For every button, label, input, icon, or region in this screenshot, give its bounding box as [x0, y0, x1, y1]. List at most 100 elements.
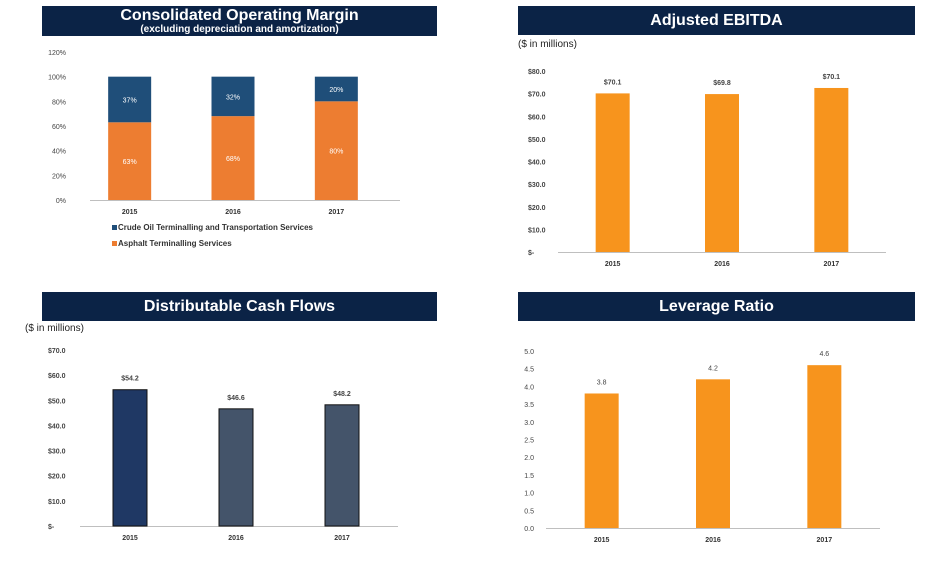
- x-tick-label: 2017: [334, 535, 350, 542]
- bar-crude: [108, 76, 152, 123]
- data-label: 4.2: [708, 365, 718, 372]
- y-tick-label: $60.0: [48, 373, 66, 380]
- y-tick-label: 40%: [52, 149, 66, 156]
- y-tick-label: $70.0: [48, 348, 66, 355]
- y-tick-label: 0%: [56, 198, 66, 205]
- y-tick-label: 4.0: [524, 384, 534, 391]
- data-label: 20%: [329, 87, 343, 94]
- y-tick-label: 1.5: [524, 473, 534, 480]
- x-tick-label: 2016: [228, 535, 244, 542]
- leverage-chart: 0.0 0.5 1.0 1.5 2.0 2.5 3.0 3.5 4.0 4.5 5.0 3.8 2015…: [524, 349, 880, 544]
- y-tick-label: 5.0: [524, 349, 534, 356]
- y-tick-label: $80.0: [528, 69, 546, 76]
- bar-crude: [314, 76, 358, 102]
- x-tick-label: 2016: [705, 537, 721, 544]
- data-label: 63%: [123, 159, 137, 166]
- y-tick-label: $40.0: [48, 423, 66, 430]
- bar: [595, 93, 630, 253]
- y-tick-label: 3.0: [524, 420, 534, 427]
- y-tick-label: $50.0: [48, 398, 66, 405]
- y-tick-label: $40.0: [528, 160, 546, 167]
- data-label: 4.6: [819, 351, 829, 358]
- y-tick-label: 20%: [52, 173, 66, 180]
- ebitda-panel: Adjusted EBITDA ($ in millions) $- $10.0 $…: [518, 6, 915, 276]
- y-tick-label: $70.0: [528, 92, 546, 99]
- bar: [807, 365, 842, 528]
- x-tick-label: 2017: [329, 209, 345, 216]
- y-tick-label: 0.0: [524, 526, 534, 533]
- dcf-panel: Distributable Cash Flows $- $10.0 $20.0 $30…: [42, 292, 437, 557]
- data-label: $48.2: [333, 391, 351, 398]
- margin-chart: 0% 20% 40% 60% 80% 100% 120% 63% 37% 2015 68% 32% 20…: [48, 50, 400, 248]
- dcf-header: Distributable Cash Flows: [42, 292, 437, 321]
- data-label: 80%: [329, 149, 343, 156]
- y-tick-label: $30.0: [48, 449, 66, 456]
- bar-asphalt: [108, 122, 152, 200]
- leverage-title: Leverage Ratio: [659, 298, 774, 315]
- legend-swatch: [112, 241, 117, 246]
- bar: [705, 94, 739, 252]
- y-tick-label: $20.0: [48, 474, 66, 481]
- x-tick-label: 2017: [817, 537, 833, 544]
- bar: [814, 87, 849, 252]
- margin-panel: Consolidated Operating Margin (excluding…: [42, 6, 437, 276]
- x-tick-label: 2015: [122, 535, 138, 542]
- dcf-units: ($ in millions): [25, 323, 84, 334]
- legend-label: Asphalt Terminalling Services: [118, 239, 232, 248]
- data-label: 68%: [226, 156, 240, 163]
- bar-crude: [211, 76, 255, 117]
- bar: [218, 408, 254, 527]
- y-tick-label: $-: [528, 250, 535, 257]
- y-tick-label: $-: [48, 524, 55, 531]
- y-tick-label: 60%: [52, 124, 66, 131]
- ebitda-chart: $- $10.0 $20.0 $30.0 $40.0 $50.0 $60.0 $70.0 $80…: [528, 69, 886, 268]
- y-tick-label: 4.5: [524, 367, 534, 374]
- data-label: 3.8: [597, 379, 607, 386]
- y-tick-label: 2.0: [524, 455, 534, 462]
- y-tick-label: $50.0: [528, 137, 546, 144]
- data-label: $70.1: [604, 79, 622, 86]
- y-tick-label: $30.0: [528, 182, 546, 189]
- bar: [696, 379, 730, 528]
- legend-label: Crude Oil Terminalling and Transportatio…: [118, 223, 314, 232]
- y-tick-label: 1.0: [524, 491, 534, 498]
- bar-asphalt: [211, 116, 255, 200]
- leverage-header: Leverage Ratio: [518, 292, 915, 321]
- y-tick-label: $10.0: [528, 227, 546, 234]
- x-tick-label: 2015: [605, 261, 621, 268]
- data-label: $70.1: [823, 74, 841, 81]
- x-tick-label: 2016: [225, 209, 241, 216]
- y-tick-label: 100%: [48, 75, 66, 82]
- dcf-title: Distributable Cash Flows: [143, 298, 336, 315]
- x-tick-label: 2015: [594, 537, 610, 544]
- data-label: $46.6: [227, 395, 245, 402]
- ebitda-units: ($ in millions): [518, 39, 577, 50]
- legend-swatch: [112, 225, 117, 230]
- margin-title: Consolidated Operating Margin: [120, 7, 359, 24]
- bar: [112, 389, 148, 527]
- data-label: 37%: [123, 97, 137, 104]
- bar-asphalt: [314, 101, 358, 200]
- bar: [324, 404, 360, 527]
- y-tick-label: 3.5: [524, 402, 534, 409]
- ebitda-title: Adjusted EBITDA: [650, 12, 783, 29]
- margin-subtitle: (excluding depreciation and amortization…: [140, 24, 339, 35]
- y-tick-label: 120%: [48, 50, 66, 57]
- dcf-chart: $- $10.0 $20.0 $30.0 $40.0 $50.0 $60.0 $70.0 $54…: [48, 348, 398, 542]
- x-tick-label: 2016: [714, 261, 730, 268]
- leverage-panel: Leverage Ratio 0.0 0.5 1.0 1.5 2.0 2.5 3.0 3.5 4…: [518, 292, 915, 557]
- y-tick-label: $20.0: [528, 205, 546, 212]
- data-label: $54.2: [121, 376, 139, 383]
- y-tick-label: 2.5: [524, 438, 534, 445]
- x-tick-label: 2015: [122, 209, 138, 216]
- x-tick-label: 2017: [824, 261, 840, 268]
- ebitda-header: Adjusted EBITDA: [518, 6, 915, 35]
- y-tick-label: 0.5: [524, 508, 534, 515]
- margin-header: Consolidated Operating Margin (excluding…: [42, 6, 437, 36]
- y-tick-label: $10.0: [48, 499, 66, 506]
- data-label: $69.8: [713, 80, 731, 87]
- y-tick-label: $60.0: [528, 114, 546, 121]
- y-tick-label: 80%: [52, 99, 66, 106]
- bar: [584, 393, 619, 528]
- data-label: 32%: [226, 94, 240, 101]
